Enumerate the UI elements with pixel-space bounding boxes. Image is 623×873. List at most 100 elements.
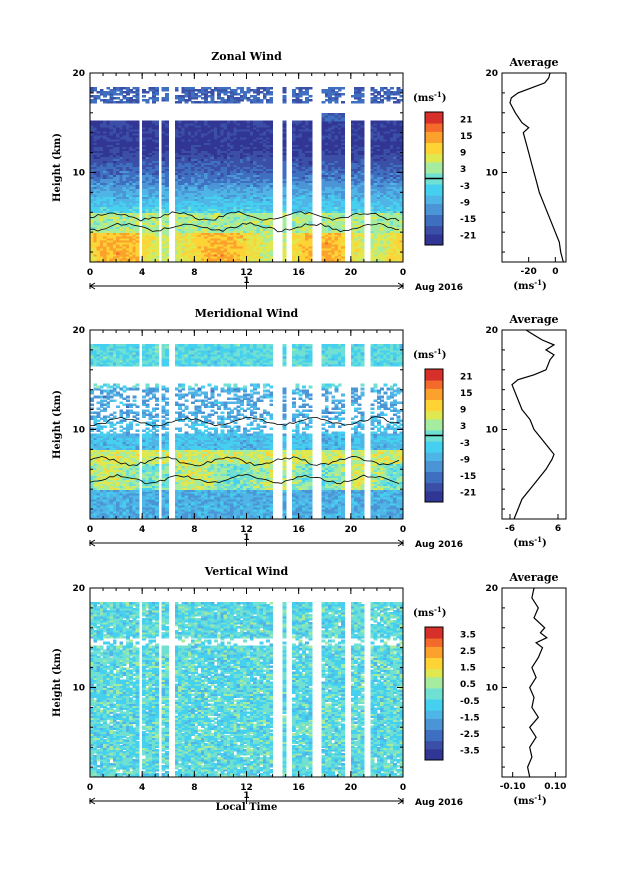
heatmap-cell bbox=[112, 132, 117, 136]
heatmap-cell bbox=[106, 120, 111, 124]
heatmap-cell bbox=[119, 86, 124, 90]
heatmap-cell bbox=[122, 166, 127, 170]
heatmap-cell bbox=[116, 228, 120, 231]
heatmap-cell bbox=[109, 248, 114, 251]
heatmap-cell bbox=[129, 198, 133, 201]
heatmap-cell bbox=[116, 140, 120, 144]
heatmap-cell bbox=[119, 100, 124, 104]
heatmap-cell bbox=[90, 100, 94, 104]
heatmap-cell bbox=[122, 194, 127, 197]
heatmap-cell bbox=[116, 176, 120, 180]
heatmap-cell bbox=[109, 230, 114, 233]
heatmap-cell bbox=[112, 230, 117, 233]
heatmap-cell bbox=[122, 192, 127, 195]
heatmap-cell bbox=[93, 250, 98, 253]
heatmap-cell bbox=[93, 244, 98, 247]
heatmap-cell bbox=[93, 138, 98, 142]
heatmap-cell bbox=[109, 250, 114, 253]
heatmap-cell bbox=[129, 214, 133, 217]
heatmap-cell bbox=[119, 198, 124, 201]
heatmap-cell bbox=[109, 128, 114, 132]
heatmap-cell bbox=[116, 214, 120, 217]
heatmap-cell bbox=[112, 204, 117, 207]
heatmap-cell bbox=[103, 224, 107, 227]
heatmap-cell bbox=[125, 142, 130, 146]
heatmap-cell bbox=[112, 256, 117, 259]
heatmap-cell bbox=[116, 208, 120, 211]
heatmap-cell bbox=[93, 166, 98, 170]
heatmap-cell bbox=[122, 160, 127, 164]
heatmap-cell bbox=[112, 206, 117, 209]
heatmap-cell bbox=[106, 130, 111, 134]
heatmap-cell bbox=[125, 144, 130, 148]
heatmap-cell bbox=[116, 232, 120, 235]
heatmap-cell bbox=[125, 88, 130, 92]
heatmap-cell bbox=[119, 216, 124, 219]
heatmap-cell bbox=[112, 210, 117, 213]
heatmap-cell bbox=[103, 128, 107, 132]
heatmap-cell bbox=[93, 168, 98, 172]
heatmap-cell bbox=[129, 212, 133, 215]
heatmap-cell bbox=[109, 154, 114, 158]
heatmap-cell bbox=[116, 244, 120, 247]
heatmap-cell bbox=[93, 178, 98, 181]
heatmap-cell bbox=[125, 190, 130, 193]
heatmap-cell bbox=[90, 186, 94, 189]
heatmap-cell bbox=[106, 194, 111, 197]
heatmap-cell bbox=[112, 234, 117, 237]
heatmap-cell bbox=[112, 226, 117, 229]
heatmap-cell bbox=[129, 188, 133, 191]
heatmap-cell bbox=[103, 124, 107, 128]
heatmap-cell bbox=[109, 232, 114, 235]
heatmap-cell bbox=[125, 148, 130, 152]
heatmap-cell bbox=[103, 260, 107, 263]
heatmap-cell bbox=[106, 200, 111, 203]
heatmap-cell bbox=[119, 142, 124, 146]
heatmap-cell bbox=[99, 248, 104, 251]
heatmap-cell bbox=[125, 206, 130, 209]
heatmap-cell bbox=[119, 220, 124, 223]
heatmap-cell bbox=[129, 216, 133, 219]
heatmap-cell bbox=[103, 238, 107, 241]
heatmap-cell bbox=[106, 214, 111, 217]
heatmap-cell bbox=[125, 212, 130, 215]
heatmap-cell bbox=[99, 206, 104, 209]
heatmap-cell bbox=[122, 218, 127, 221]
heatmap-cell bbox=[99, 92, 104, 96]
heatmap-cell bbox=[112, 228, 117, 231]
heatmap-cell bbox=[129, 254, 133, 257]
heatmap-cell bbox=[90, 132, 94, 136]
heatmap-cell bbox=[122, 124, 127, 128]
heatmap-cell bbox=[93, 208, 98, 211]
heatmap-cell bbox=[129, 232, 133, 235]
heatmap-cell bbox=[119, 122, 124, 126]
heatmap-cell bbox=[103, 200, 107, 203]
heatmap-cell bbox=[103, 146, 107, 150]
heatmap-cell bbox=[99, 144, 104, 148]
heatmap-cell bbox=[103, 196, 107, 199]
heatmap-cell bbox=[119, 140, 124, 144]
heatmap-cell bbox=[103, 222, 107, 225]
heatmap-cell bbox=[103, 180, 107, 183]
heatmap-cell bbox=[116, 238, 120, 241]
heatmap-cell bbox=[103, 130, 107, 134]
heatmap-cell bbox=[119, 210, 124, 213]
heatmap-cell bbox=[125, 256, 130, 259]
heatmap-cell bbox=[109, 142, 114, 146]
heatmap-cell bbox=[96, 230, 101, 233]
heatmap-cell bbox=[129, 206, 133, 209]
heatmap-cell bbox=[122, 156, 127, 160]
heatmap-cell bbox=[119, 98, 124, 102]
heatmap-cell bbox=[106, 204, 111, 207]
heatmap-cell bbox=[106, 210, 111, 213]
heatmap-cell bbox=[125, 140, 130, 144]
heatmap-cell bbox=[109, 216, 114, 219]
heatmap-cell bbox=[90, 146, 94, 150]
heatmap-cell bbox=[129, 220, 133, 223]
heatmap-cell bbox=[119, 156, 124, 160]
heatmap-cell bbox=[103, 254, 107, 257]
heatmap-cell bbox=[90, 182, 94, 185]
heatmap-cell bbox=[106, 156, 111, 160]
heatmap-cell bbox=[119, 252, 124, 255]
heatmap-cell bbox=[109, 240, 114, 243]
